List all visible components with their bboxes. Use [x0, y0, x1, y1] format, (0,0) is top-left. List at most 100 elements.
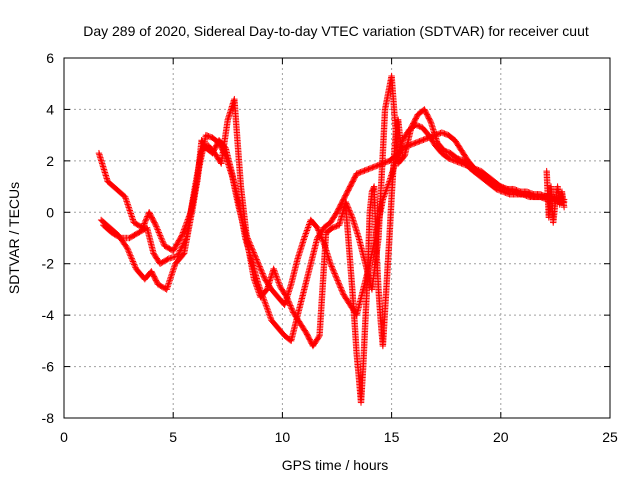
data-point — [164, 281, 172, 289]
data-point — [165, 280, 172, 287]
data-point — [339, 288, 346, 295]
data-point — [302, 230, 310, 237]
data-point — [301, 234, 308, 242]
data-point — [124, 245, 131, 252]
data-point — [305, 222, 312, 230]
data-point — [159, 238, 166, 245]
data-point — [140, 221, 148, 229]
data-point — [153, 223, 160, 230]
data-point — [126, 250, 134, 258]
data-point — [170, 266, 177, 273]
data-point — [337, 284, 344, 291]
data-point — [170, 265, 178, 272]
data-point — [178, 233, 185, 240]
data-point — [332, 273, 340, 280]
data-point — [260, 273, 267, 280]
data-point — [263, 303, 270, 310]
data-point — [168, 271, 175, 278]
data-point — [129, 256, 136, 264]
data-point — [152, 221, 159, 229]
data-point — [261, 297, 268, 304]
data-point — [163, 284, 171, 292]
y-axis-label: SDTVAR / TECUs — [6, 182, 22, 294]
y-tick-label: 2 — [46, 153, 54, 169]
data-point — [266, 312, 274, 319]
data-point — [131, 262, 139, 270]
data-point — [261, 299, 269, 306]
data-point — [336, 281, 343, 288]
data-point — [330, 267, 337, 274]
data-point — [154, 226, 161, 233]
data-point — [255, 260, 262, 267]
data-point — [156, 232, 164, 239]
data-point — [129, 258, 137, 265]
data-point — [125, 248, 132, 255]
data-point — [160, 239, 167, 246]
data-point — [337, 285, 345, 293]
x-tick-label: 25 — [602, 429, 618, 445]
data-point — [316, 230, 323, 237]
data-point — [158, 235, 165, 242]
data-point — [315, 227, 322, 234]
data-point — [258, 267, 265, 274]
data-point — [158, 236, 166, 244]
data-point — [124, 201, 131, 208]
data-point — [151, 220, 159, 228]
data-point — [123, 243, 130, 251]
data-point — [155, 227, 162, 235]
data-point — [328, 263, 335, 270]
data-point — [252, 254, 260, 262]
data-point — [178, 232, 186, 239]
data-point — [142, 217, 149, 224]
data-point — [155, 229, 163, 236]
x-tick-label: 20 — [493, 429, 509, 445]
data-point — [153, 224, 161, 232]
data-point — [334, 277, 341, 284]
data-point — [327, 261, 335, 269]
data-point — [305, 221, 313, 228]
data-point — [126, 205, 133, 213]
data-point — [263, 305, 271, 312]
data-point — [127, 252, 134, 259]
data-point — [330, 268, 338, 276]
data-point — [273, 274, 281, 282]
data-point — [256, 263, 263, 270]
data-point — [127, 253, 135, 261]
data-point — [167, 275, 174, 283]
plot-frame — [63, 57, 611, 419]
data-point — [332, 271, 339, 279]
data-point — [317, 231, 324, 238]
x-tick-label: 5 — [169, 429, 177, 445]
data-point — [329, 266, 337, 273]
data-point — [141, 220, 148, 227]
data-point — [314, 224, 321, 231]
data-point — [339, 289, 347, 297]
data-point — [273, 273, 280, 280]
data-point — [171, 263, 178, 270]
data-point — [126, 249, 133, 256]
x-tick-label: 15 — [384, 429, 400, 445]
data-point — [124, 246, 132, 253]
data-point — [259, 270, 266, 277]
axis-ticks — [63, 57, 611, 419]
y-tick-label: -6 — [42, 359, 55, 375]
data-point — [264, 306, 271, 313]
data-point — [122, 196, 130, 204]
data-point — [258, 268, 266, 276]
data-point — [259, 271, 267, 279]
data-point — [333, 275, 341, 283]
data-point — [265, 308, 272, 315]
x-tick-labels: 0 5 10 15 20 25 — [60, 429, 618, 445]
data-point — [157, 233, 164, 241]
data-point — [121, 193, 129, 201]
data-point — [163, 286, 170, 293]
data-point — [252, 253, 259, 260]
data-point — [275, 279, 282, 286]
data-point — [142, 216, 150, 223]
data-point — [304, 225, 311, 233]
data-point — [327, 260, 334, 267]
data-point — [262, 302, 270, 309]
data-point — [128, 211, 135, 219]
data-point — [180, 226, 188, 233]
data-point — [171, 262, 179, 269]
